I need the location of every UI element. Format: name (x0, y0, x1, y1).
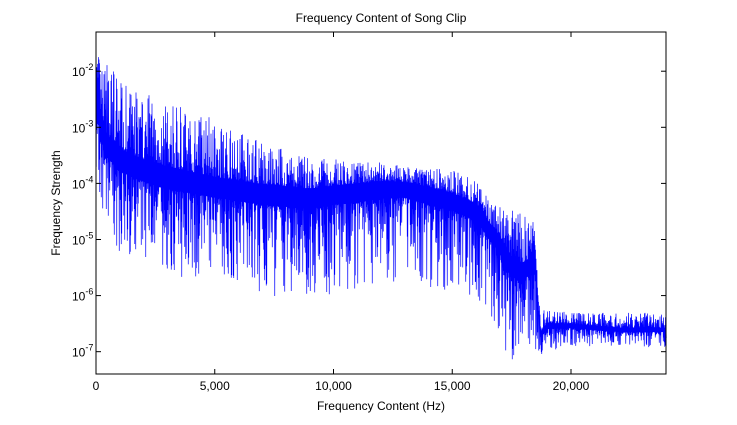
axes-box (95, 31, 667, 375)
x-tick-label: 15,000 (434, 379, 471, 393)
x-tick-label: 20,000 (553, 379, 590, 393)
x-axis-label: Frequency Content (Hz) (317, 399, 445, 413)
ticks-layer: 0 5,000 10,000 15,000 20,000 10-7 10-6 10-5 10-4… (72, 32, 666, 393)
y-tick-label: 10-7 (72, 343, 93, 360)
data-layer (95, 57, 667, 360)
y-tick-label: 10-3 (72, 118, 93, 135)
y-tick-label: 10-5 (72, 230, 93, 247)
x-tick-label: 10,000 (315, 379, 352, 393)
chart-title: Frequency Content of Song Clip (296, 11, 467, 25)
x-tick-label: 0 (93, 379, 100, 393)
spectrum-series-line (95, 57, 667, 360)
y-tick-label: 10-6 (72, 287, 93, 304)
x-tick-label: 5,000 (200, 379, 230, 393)
y-axis-label: Frequency Strength (49, 150, 63, 255)
y-tick-label: 10-2 (72, 62, 93, 79)
y-tick-label: 10-4 (72, 174, 93, 191)
